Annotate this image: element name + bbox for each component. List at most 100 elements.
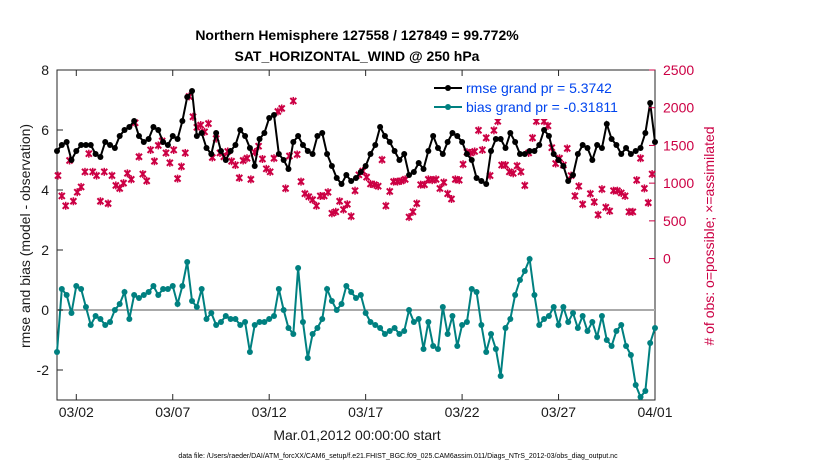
bias-point — [319, 316, 326, 322]
bias-point — [459, 322, 466, 328]
bias-point — [217, 319, 224, 325]
rmse-point — [401, 151, 408, 157]
rmse-point — [613, 142, 620, 148]
rmse-point — [97, 154, 104, 160]
rmse-point — [507, 130, 514, 136]
rmse-point — [314, 133, 321, 139]
bias-point — [372, 322, 379, 328]
bias-point — [367, 319, 374, 325]
bias-point — [531, 292, 538, 298]
bias-point — [54, 349, 60, 355]
bias-point — [73, 283, 80, 289]
rmse-point — [434, 145, 441, 151]
bias-point — [280, 307, 287, 313]
bias-point — [613, 328, 620, 334]
rmse-point — [140, 139, 147, 145]
legend-bias-marker — [445, 104, 451, 110]
obs-marker — [621, 191, 629, 200]
bias-point — [338, 301, 345, 307]
rmse-point — [169, 133, 176, 139]
rmse-point — [377, 124, 384, 130]
bias-point — [603, 337, 610, 343]
data-file-footnote: data file: /Users/raeder/DAI/ATM_forcXX/… — [178, 453, 618, 460]
rmse-point — [545, 133, 552, 139]
rmse-point — [87, 142, 94, 148]
obs-marker — [420, 180, 429, 189]
bias-point — [512, 292, 519, 298]
bias-point — [483, 349, 490, 355]
bias-point — [295, 265, 302, 271]
bias-point — [328, 298, 335, 304]
rmse-point — [362, 163, 369, 169]
x-tick-label: 03/17 — [348, 404, 383, 420]
bias-point — [497, 373, 504, 379]
bias-point — [314, 325, 321, 331]
obs-marker — [563, 144, 571, 153]
y-right-tick-label: 1500 — [663, 137, 694, 153]
rmse-point — [623, 145, 630, 151]
plot-frame — [56, 69, 656, 401]
bias-point — [169, 283, 176, 289]
obs-marker — [347, 212, 355, 221]
rmse-point — [415, 160, 422, 166]
rmse-point — [285, 166, 292, 172]
obs-marker — [413, 199, 421, 208]
bias-point — [150, 283, 157, 289]
bias-point — [401, 328, 408, 334]
obs-marker — [69, 197, 78, 206]
x-axis-label: Mar.01,2012 00:00:00 start — [273, 427, 440, 443]
bias-point — [140, 292, 147, 298]
rmse-point — [155, 127, 162, 133]
bias-point — [266, 316, 273, 322]
bias-point — [608, 343, 615, 349]
rmse-point — [396, 157, 403, 163]
bias-point — [463, 319, 470, 325]
obs-marker — [146, 145, 155, 154]
rmse-point — [463, 151, 470, 157]
x-tick-label: 03/02 — [59, 404, 94, 420]
obs-marker — [92, 171, 101, 180]
obs-marker — [297, 177, 305, 186]
obs-marker — [501, 161, 510, 170]
bias-point — [430, 343, 437, 349]
rmse-point — [410, 169, 417, 175]
rmse-point — [160, 139, 167, 145]
bias-point — [415, 316, 422, 322]
rmse-point — [290, 139, 297, 145]
bias-point — [261, 319, 268, 325]
obs-marker — [482, 133, 490, 142]
bias-point — [242, 319, 249, 325]
x-tick-label: 03/27 — [541, 404, 576, 420]
obs-marker — [629, 207, 637, 216]
rmse-point — [116, 133, 123, 139]
obs-marker — [166, 158, 174, 167]
rmse-point — [242, 133, 249, 139]
rmse-point — [497, 136, 504, 142]
rmse-point — [111, 145, 118, 151]
obs-marker — [258, 155, 267, 164]
bias-point — [473, 289, 480, 295]
bias-point — [391, 325, 398, 331]
rmse-point — [632, 148, 639, 154]
rmse-point — [594, 142, 601, 148]
obs-marker — [100, 167, 108, 176]
rmse-point — [526, 148, 533, 154]
rmse-point — [516, 151, 523, 157]
legend-rmse-marker — [445, 85, 451, 91]
rmse-point — [328, 163, 335, 169]
rmse-point — [647, 100, 654, 106]
bias-point — [353, 295, 359, 301]
obs-marker — [162, 148, 170, 157]
rmse-point — [406, 172, 413, 178]
bias-point — [82, 304, 89, 310]
obs-marker — [378, 155, 386, 164]
rmse-point — [63, 139, 70, 145]
obs-marker — [382, 201, 390, 210]
rmse-point — [343, 172, 350, 178]
legend-rmse-label: rmse grand pr = 5.3742 — [466, 80, 612, 96]
rmse-point — [473, 175, 480, 181]
rmse-point — [357, 169, 364, 175]
bias-point — [333, 307, 340, 313]
bias-point — [444, 331, 451, 337]
